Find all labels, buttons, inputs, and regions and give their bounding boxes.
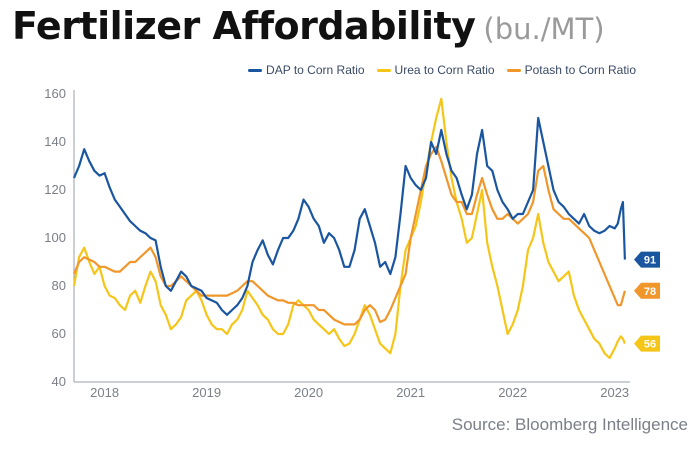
y-tick-label-60: 60 (52, 326, 66, 341)
end-label-tag-potash (634, 282, 660, 299)
x-tick-label-2022: 2022 (498, 385, 527, 400)
legend-item-urea: Urea to Corn Ratio (376, 63, 495, 77)
end-label-tag-urea (634, 335, 660, 352)
legend-swatch-dap (248, 68, 263, 72)
end-label-text-potash: 78 (644, 286, 656, 298)
legend-item-potash: Potash to Corn Ratio (506, 63, 636, 77)
legend-swatch-potash (506, 68, 521, 72)
source-note: Source: Bloomberg Intelligence (451, 415, 688, 434)
end-label-text-urea: 56 (644, 339, 656, 351)
x-tick-label-2021: 2021 (396, 385, 425, 400)
series-line-potash (72, 145, 626, 326)
y-tick-label-140: 140 (44, 134, 66, 149)
series-line-urea (72, 97, 626, 360)
y-tick-label-100: 100 (44, 230, 66, 245)
title-block: Fertilizer Affordability (bu./MT) (12, 4, 605, 48)
x-tick-label-2018: 2018 (90, 385, 119, 400)
x-tick-label-2019: 2019 (192, 385, 221, 400)
y-tick-label-160: 160 (44, 86, 66, 101)
y-tick-label-120: 120 (44, 182, 66, 197)
x-tick-label-2020: 2020 (294, 385, 323, 400)
series-line-dap (72, 116, 626, 316)
chart-subtitle: (bu./MT) (483, 12, 605, 46)
end-label-text-dap: 91 (644, 255, 656, 267)
end-label-tag-dap (634, 251, 660, 268)
y-tick-label-80: 80 (52, 278, 66, 293)
y-tick-label-40: 40 (52, 374, 66, 389)
chart-title: Fertilizer Affordability (12, 4, 476, 48)
legend-label-potash: Potash to Corn Ratio (524, 63, 636, 77)
x-tick-label-2023: 2023 (600, 385, 629, 400)
legend-label-urea: Urea to Corn Ratio (394, 63, 495, 77)
legend-item-dap: DAP to Corn Ratio (248, 63, 365, 77)
legend-label-dap: DAP to Corn Ratio (266, 63, 365, 77)
legend-swatch-urea (376, 68, 391, 72)
legend: DAP to Corn Ratio Urea to Corn Ratio Pot… (248, 63, 636, 77)
